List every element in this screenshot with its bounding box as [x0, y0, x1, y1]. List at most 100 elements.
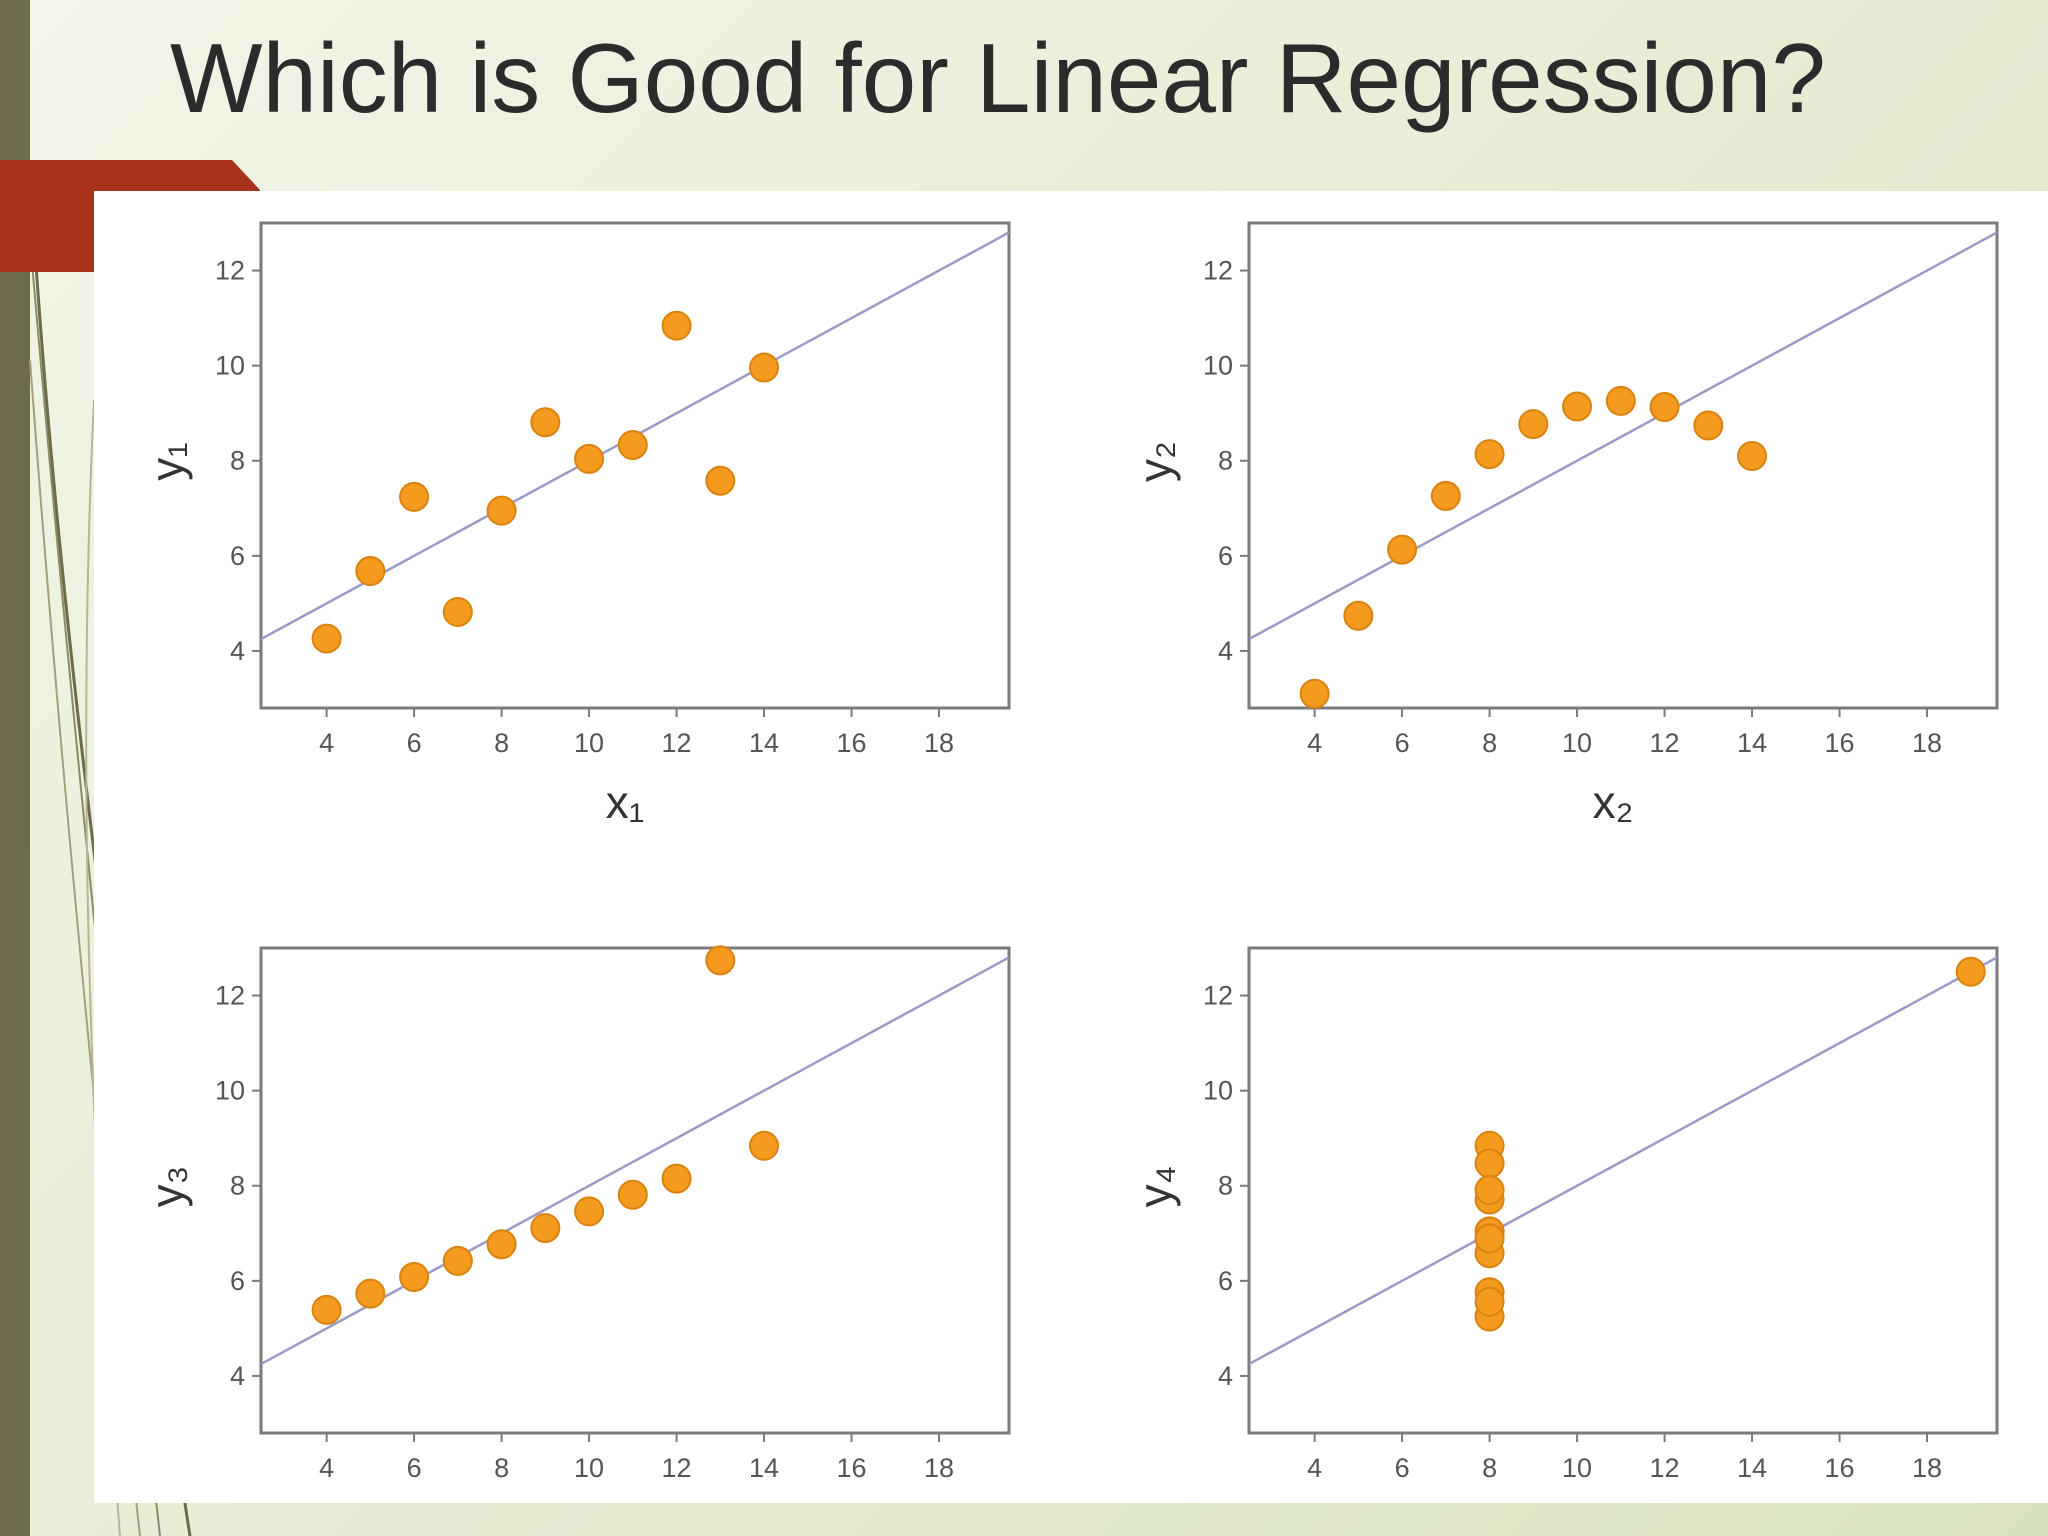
x-tick-label: 6 [407, 728, 422, 758]
x-tick-label: 10 [1562, 1453, 1592, 1483]
y-tick-label: 8 [1218, 1171, 1233, 1201]
scatter-panel-2: 4 6 8 10 12 14 16 18 4 6 8 10 12 x₂ y₂ [1129, 221, 1999, 828]
data-point [749, 352, 780, 383]
slide-title: Which is Good for Linear Regression? [170, 23, 1826, 133]
x-tick-label: 8 [1482, 728, 1497, 758]
y-tick-label: 6 [230, 541, 245, 571]
data-point [1562, 391, 1593, 422]
x-tick-label: 14 [1737, 728, 1767, 758]
data-point [1605, 385, 1636, 416]
x-tick-label: 18 [1912, 1453, 1942, 1483]
data-point [486, 495, 517, 526]
y-tick-label: 6 [1218, 541, 1233, 571]
y-tick-label: 12 [1203, 981, 1233, 1011]
data-point [442, 596, 473, 627]
data-point [442, 1245, 473, 1276]
data-point [1649, 392, 1680, 423]
regression-line [1249, 231, 1997, 641]
regression-line [261, 956, 1009, 1366]
x-axis-label: x₁ [606, 776, 645, 828]
y-tick-label: 12 [215, 256, 245, 286]
plot-frame [1247, 946, 1999, 1435]
data-point [749, 1130, 780, 1161]
x-tick-label: 14 [749, 728, 779, 758]
x-tick-label: 8 [494, 728, 509, 758]
scatter-panel-1: 4 6 8 10 12 14 16 18 4 6 8 10 12 x₁ y₁ [141, 221, 1011, 828]
y-tick-label: 4 [230, 636, 245, 666]
y-tick-label: 8 [230, 446, 245, 476]
y-tick-label: 10 [1203, 351, 1233, 381]
data-point [1693, 410, 1724, 441]
x-tick-label: 6 [1395, 728, 1410, 758]
x-tick-label: 10 [574, 1453, 604, 1483]
data-point [617, 430, 648, 461]
x-tick-label: 16 [837, 1453, 867, 1483]
x-tick-label: 6 [407, 1453, 422, 1483]
data-point [1430, 480, 1461, 511]
y-axis-label: y₃ [141, 1166, 193, 1208]
data-point [530, 407, 561, 438]
data-point [705, 945, 736, 976]
data-point [574, 1196, 605, 1227]
x-tick-label: 10 [1562, 728, 1592, 758]
y-tick-label: 4 [1218, 1361, 1233, 1391]
y-tick-label: 10 [215, 351, 245, 381]
y-tick-label: 6 [1218, 1266, 1233, 1296]
data-point [1474, 439, 1505, 470]
y-tick-label: 10 [1203, 1076, 1233, 1106]
data-point [1518, 409, 1549, 440]
data-point [661, 1163, 692, 1194]
data-point [355, 1278, 386, 1309]
y-tick-label: 8 [1218, 446, 1233, 476]
data-point [1737, 440, 1768, 471]
y-tick-label: 12 [215, 981, 245, 1011]
x-tick-label: 16 [1825, 728, 1855, 758]
x-tick-label: 6 [1395, 1453, 1410, 1483]
data-point [1955, 956, 1986, 987]
y-tick-label: 8 [230, 1171, 245, 1201]
y-tick-label: 6 [230, 1266, 245, 1296]
data-point [399, 1262, 430, 1293]
data-point [399, 481, 430, 512]
x-tick-label: 4 [1307, 1453, 1322, 1483]
x-tick-label: 18 [924, 1453, 954, 1483]
y-axis-label: y₁ [141, 442, 193, 481]
x-tick-label: 10 [574, 728, 604, 758]
y-axis-label: y₄ [1129, 1166, 1181, 1208]
data-point [486, 1229, 517, 1260]
anscombe-scatter-grid: 4 6 8 10 12 14 16 18 4 6 8 10 12 x₁ y₁ 4 6 8 10 12 14 16 18 4 6 8… [141, 221, 1999, 1483]
y-tick-label: 10 [215, 1076, 245, 1106]
x-tick-label: 8 [1482, 1453, 1497, 1483]
y-tick-label: 4 [1218, 636, 1233, 666]
data-point [661, 310, 692, 341]
x-tick-label: 8 [494, 1453, 509, 1483]
x-tick-label: 16 [1825, 1453, 1855, 1483]
data-point [530, 1213, 561, 1244]
x-tick-label: 12 [1650, 728, 1680, 758]
data-point [355, 556, 386, 587]
x-tick-label: 12 [662, 1453, 692, 1483]
plot-frame [1247, 221, 1999, 710]
data-point [1387, 534, 1418, 565]
scatter-panel-4: 4 6 8 10 12 14 16 18 4 6 8 10 12 y₄ [1129, 946, 1999, 1483]
x-tick-label: 18 [924, 728, 954, 758]
data-point [1474, 1223, 1505, 1254]
data-point [1343, 600, 1374, 631]
x-tick-label: 18 [1912, 728, 1942, 758]
y-tick-label: 12 [1203, 256, 1233, 286]
data-point [705, 465, 736, 496]
data-point [1474, 1175, 1505, 1206]
x-tick-label: 14 [749, 1453, 779, 1483]
data-point [1474, 1286, 1505, 1317]
x-axis-label: x₂ [1593, 776, 1634, 828]
x-tick-label: 12 [1650, 1453, 1680, 1483]
y-axis-label: y₂ [1129, 441, 1181, 482]
data-point [1474, 1148, 1505, 1179]
scatter-panel-3: 4 6 8 10 12 14 16 18 4 6 8 10 12 y₃ [141, 945, 1011, 1483]
data-point [617, 1179, 648, 1210]
x-tick-label: 12 [662, 728, 692, 758]
x-tick-label: 4 [319, 728, 334, 758]
x-tick-label: 16 [837, 728, 867, 758]
x-tick-label: 4 [319, 1453, 334, 1483]
plot-frame [259, 221, 1011, 710]
